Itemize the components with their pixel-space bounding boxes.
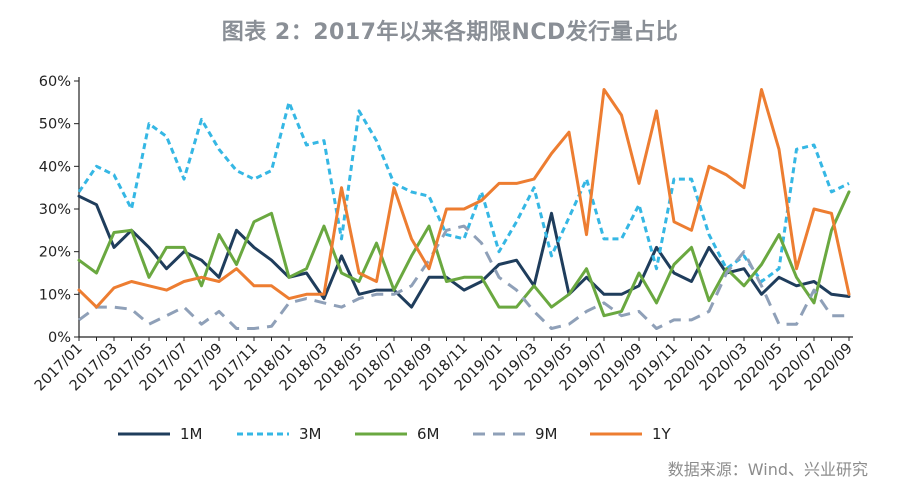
source-note: 数据来源：Wind、兴业研究 — [667, 460, 868, 479]
chart-legend: 1M 3M 6M 9M 1Y — [118, 425, 672, 443]
legend-label-6m: 6M — [417, 425, 440, 443]
series-line-1m — [77, 194, 851, 309]
chart-axes: 0% 10% 20% 30% 40% 50% 60% — [39, 74, 853, 346]
y-tick-label: 10% — [39, 287, 71, 303]
y-tick-label: 20% — [39, 245, 71, 261]
series-line-6m — [77, 190, 851, 318]
x-axis-ticks: 2017/012017/032017/052017/072017/092017/… — [32, 337, 856, 394]
series-line-3m — [77, 100, 850, 283]
y-tick-label: 40% — [39, 159, 71, 175]
legend-label-3m: 3M — [299, 425, 322, 443]
legend-label-1m: 1M — [180, 425, 203, 443]
chart-title: 图表 2：2017年以来各期限NCD发行量占比 — [221, 20, 679, 45]
y-tick-label: 0% — [48, 330, 71, 346]
y-tick-label: 50% — [39, 117, 71, 133]
y-tick-label: 30% — [39, 202, 71, 218]
legend-label-9m: 9M — [535, 425, 558, 443]
y-tick-label: 60% — [39, 74, 71, 90]
series-line-9m — [78, 224, 849, 330]
legend-label-1y: 1Y — [652, 425, 672, 443]
series-line-1y — [77, 88, 851, 309]
chart-series — [77, 88, 851, 330]
